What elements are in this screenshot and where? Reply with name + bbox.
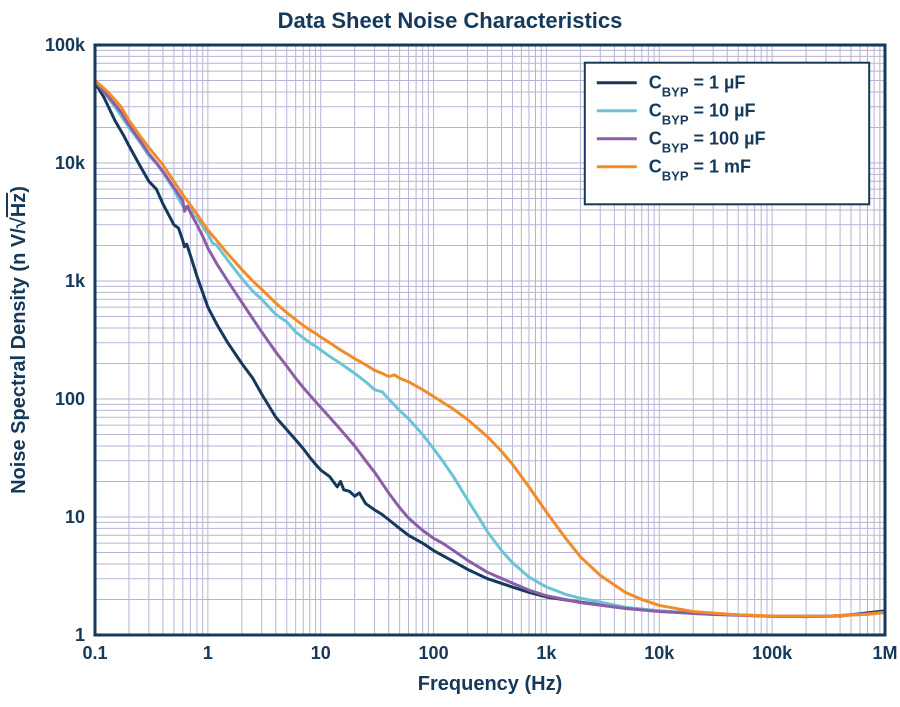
x-tick-label: 1k <box>536 643 557 663</box>
y-tick-label: 10 <box>65 507 85 527</box>
x-tick-label: 1M <box>872 643 897 663</box>
x-tick-label: 100k <box>752 643 793 663</box>
y-tick-label: 1k <box>65 271 86 291</box>
x-tick-label: 10k <box>644 643 675 663</box>
x-tick-label: 0.1 <box>82 643 107 663</box>
chart-title: Data Sheet Noise Characteristics <box>278 8 623 33</box>
y-tick-label: 100k <box>45 35 86 55</box>
y-axis-label: Noise Spectral Density (n V/√Hz) <box>8 186 30 494</box>
y-tick-label: 10k <box>55 153 86 173</box>
legend: CBYP = 1 µFCBYP = 10 µFCBYP = 100 µFCBYP… <box>585 63 869 205</box>
noise-chart: Data Sheet Noise Characteristics 0.11101… <box>0 0 900 707</box>
x-tick-label: 10 <box>311 643 331 663</box>
plot-area: 0.11101001k10k100k1M1101001k10k100kCBYP … <box>45 35 898 663</box>
y-tick-label: 1 <box>75 625 85 645</box>
x-tick-label: 1 <box>203 643 213 663</box>
y-tick-label: 100 <box>55 389 85 409</box>
x-tick-label: 100 <box>419 643 449 663</box>
x-axis-label: Frequency (Hz) <box>418 673 562 695</box>
